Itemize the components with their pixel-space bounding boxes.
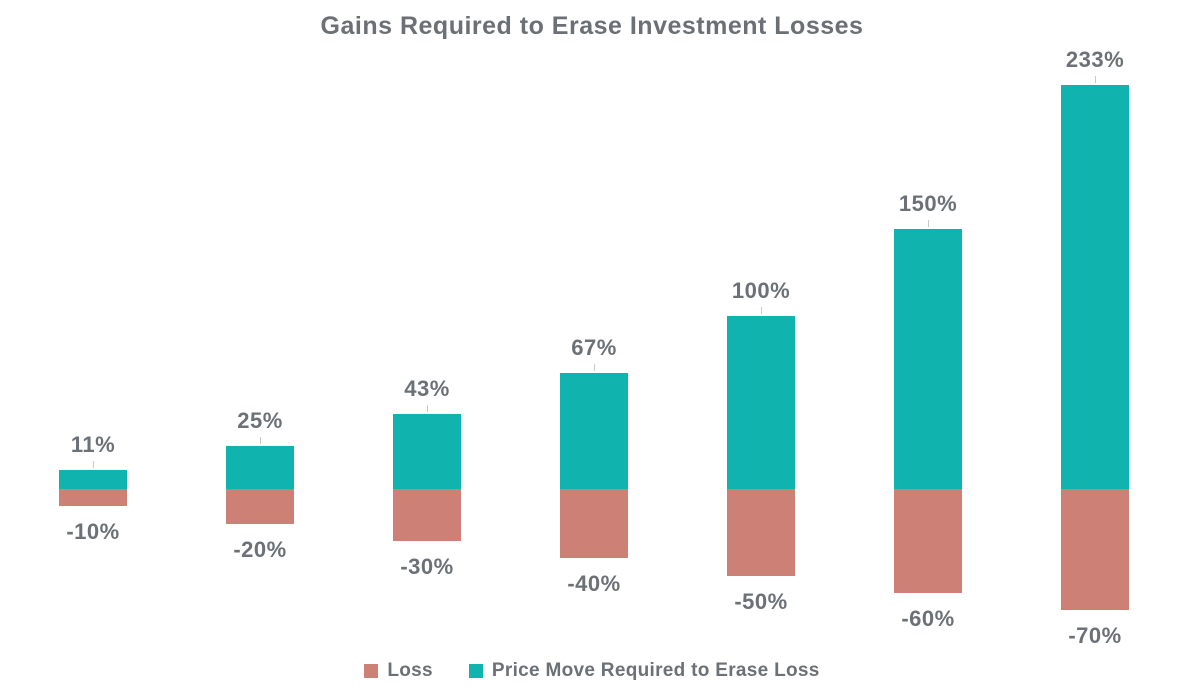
- legend-item-gain: Price Move Required to Erase Loss: [468, 660, 820, 682]
- loss-value-label: -30%: [400, 554, 454, 579]
- gain-value-label: 43%: [404, 376, 450, 401]
- label-leader-line: [928, 220, 929, 227]
- chart-title: Gains Required to Erase Investment Losse…: [320, 12, 864, 40]
- loss-value-label: -70%: [1068, 623, 1122, 648]
- gain-value-label: 100%: [731, 278, 791, 303]
- loss-swatch-icon: [364, 664, 379, 678]
- loss-bar-segment: [226, 489, 294, 524]
- label-leader-line: [93, 461, 94, 468]
- loss-bar-segment: [894, 489, 962, 593]
- gain-swatch-icon: [468, 664, 483, 678]
- gain-value-label: 150%: [898, 191, 958, 216]
- gain-bar-segment: [727, 316, 795, 489]
- gain-bar-segment: [1061, 85, 1129, 489]
- legend-item-loss: Loss: [364, 660, 433, 682]
- loss-bar-segment: [560, 489, 628, 558]
- gain-bar-segment: [560, 373, 628, 489]
- loss-value-label: -40%: [567, 571, 621, 596]
- loss-bar-segment: [59, 489, 127, 506]
- gain-value-label: 25%: [237, 408, 283, 433]
- loss-bar-segment: [393, 489, 461, 541]
- label-leader-line: [260, 437, 261, 444]
- gain-bar-segment: [393, 414, 461, 489]
- loss-bar-segment: [727, 489, 795, 576]
- label-leader-line: [594, 364, 595, 371]
- gain-value-label: 67%: [571, 335, 617, 360]
- legend-label-gain: Price Move Required to Erase Loss: [491, 660, 820, 681]
- gain-bar-segment: [59, 470, 127, 489]
- gain-value-label: 11%: [70, 432, 116, 457]
- gain-value-label: 233%: [1065, 47, 1125, 72]
- loss-value-label: -60%: [901, 606, 955, 631]
- loss-value-label: -50%: [734, 589, 788, 614]
- label-leader-line: [1095, 76, 1096, 83]
- loss-bar-segment: [1061, 489, 1129, 610]
- legend: Loss Price Move Required to Erase Loss: [0, 660, 1184, 682]
- loss-value-label: -20%: [233, 537, 287, 562]
- loss-value-label: -10%: [66, 519, 120, 544]
- gain-bar-segment: [894, 229, 962, 489]
- label-leader-line: [427, 405, 428, 412]
- label-leader-line: [761, 307, 762, 314]
- legend-label-loss: Loss: [387, 660, 433, 681]
- gain-bar-segment: [226, 446, 294, 489]
